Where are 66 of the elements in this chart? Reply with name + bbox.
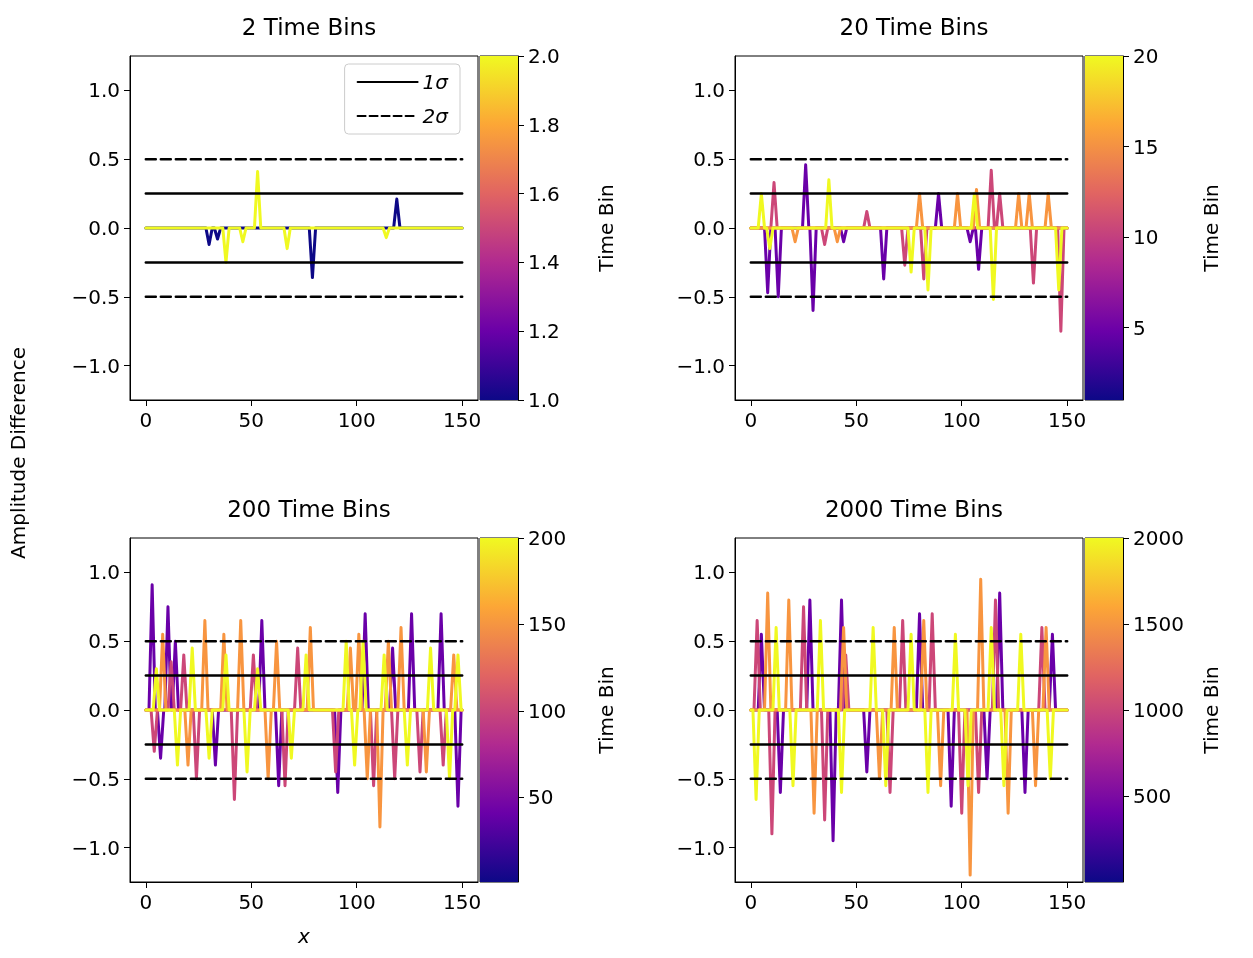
y-tick-label: 0.0 xyxy=(693,698,725,722)
y-tick-label: −0.5 xyxy=(71,284,120,309)
y-tick-label: −1.0 xyxy=(676,835,725,860)
x-tick-label: 150 xyxy=(1048,890,1087,914)
x-tick-label: 50 xyxy=(843,408,869,432)
y-tick-label: 1.0 xyxy=(693,78,725,103)
color-bar-label: 200 xyxy=(528,526,567,550)
color-bar-label: 1.2 xyxy=(528,319,560,344)
x-tick-label: 100 xyxy=(942,890,981,914)
y-tick-label: 1.0 xyxy=(88,78,120,103)
chart-title: 200 Time Bins xyxy=(227,495,391,522)
y-tick-label: 0.5 xyxy=(693,147,725,172)
y-tick-label: −1.0 xyxy=(676,353,725,378)
x-tick-label: 0 xyxy=(139,408,153,432)
x-tick-label: 50 xyxy=(238,408,264,432)
y-tick-label: 0.5 xyxy=(693,629,725,654)
x-tick-label: 150 xyxy=(443,408,482,432)
color-bar-label: 5 xyxy=(1133,315,1146,340)
color-bar-title: Time Bin xyxy=(594,666,618,755)
chart-title: 20 Time Bins xyxy=(839,13,989,40)
x-tick-label: 0 xyxy=(744,408,758,432)
y-tick-label: −1.0 xyxy=(71,353,120,378)
y-tick-label: −0.5 xyxy=(71,766,120,791)
color-bar-label: 15 xyxy=(1133,134,1159,159)
y-tick-label: 0.5 xyxy=(88,147,120,172)
y-tick-label: −0.5 xyxy=(676,766,725,791)
x-axis-title: x xyxy=(297,924,311,948)
legend-label: 2σ xyxy=(422,104,450,128)
x-tick-label: 50 xyxy=(843,890,869,914)
x-tick-label: 0 xyxy=(744,890,758,914)
x-tick-label: 100 xyxy=(337,890,376,914)
y-axis-title: Amplitude Difference xyxy=(6,347,30,561)
x-tick-label: 100 xyxy=(942,408,981,432)
y-tick-label: 0.0 xyxy=(88,216,120,240)
y-tick-label: 1.0 xyxy=(88,560,120,585)
legend-label: 1σ xyxy=(422,70,450,94)
y-tick-label: 1.0 xyxy=(693,560,725,585)
x-tick-label: 150 xyxy=(1048,408,1087,432)
x-tick-label: 100 xyxy=(337,408,376,432)
color-bar-label: 1500 xyxy=(1133,612,1184,637)
color-bar-label: 2000 xyxy=(1133,526,1184,550)
color-bar-label: 500 xyxy=(1133,784,1172,809)
color-bar-title: Time Bin xyxy=(594,184,618,273)
color-bar-label: 50 xyxy=(528,785,554,810)
color-bar-label: 10 xyxy=(1133,225,1159,250)
chart-title: 2 Time Bins xyxy=(241,13,377,40)
y-tick-label: 0.0 xyxy=(693,216,725,240)
y-tick-label: −1.0 xyxy=(71,835,120,860)
color-bar-label: 1.8 xyxy=(528,112,560,137)
color-bar-label: 1000 xyxy=(1133,698,1184,723)
color-bar-label: 20 xyxy=(1133,44,1159,68)
color-bar-title: Time Bin xyxy=(1199,184,1223,273)
color-bar-label: 2.0 xyxy=(528,44,560,68)
y-tick-label: 0.5 xyxy=(88,629,120,654)
y-tick-label: 0.0 xyxy=(88,698,120,722)
color-bar-label: 1.6 xyxy=(528,181,560,206)
color-bar-label: 100 xyxy=(528,698,567,723)
color-bar-label: 1.4 xyxy=(528,250,560,275)
color-bar-label: 150 xyxy=(528,612,567,637)
chart-title: 2000 Time Bins xyxy=(824,495,1004,522)
color-bar-title: Time Bin xyxy=(1199,666,1223,755)
y-tick-label: −0.5 xyxy=(676,284,725,309)
color-bar-label: 1.0 xyxy=(528,388,560,412)
x-tick-label: 150 xyxy=(443,890,482,914)
x-tick-label: 0 xyxy=(139,890,153,914)
x-tick-label: 50 xyxy=(238,890,264,914)
